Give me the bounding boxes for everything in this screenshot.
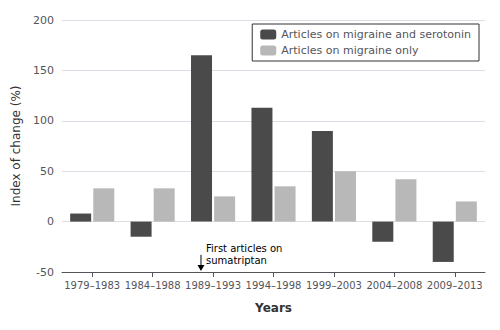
svg-text:1999–2003: 1999–2003 xyxy=(306,280,362,291)
svg-text:2009–2013: 2009–2013 xyxy=(427,280,483,291)
svg-text:-50: -50 xyxy=(36,266,54,279)
svg-text:sumatriptan: sumatriptan xyxy=(206,255,267,266)
svg-text:Articles on migraine and serot: Articles on migraine and serotonin xyxy=(281,28,471,41)
svg-text:1984–1988: 1984–1988 xyxy=(125,280,181,291)
svg-text:First articles on: First articles on xyxy=(206,243,282,254)
svg-text:150: 150 xyxy=(33,64,54,77)
svg-text:Years: Years xyxy=(254,301,292,315)
svg-text:0: 0 xyxy=(47,215,54,228)
svg-text:200: 200 xyxy=(33,14,54,27)
svg-text:Index of change (%): Index of change (%) xyxy=(9,86,23,207)
svg-text:50: 50 xyxy=(40,165,54,178)
svg-text:1979–1983: 1979–1983 xyxy=(64,280,120,291)
svg-text:1989–1993: 1989–1993 xyxy=(185,280,241,291)
svg-text:2004–2008: 2004–2008 xyxy=(366,280,422,291)
svg-text:100: 100 xyxy=(33,114,54,127)
svg-text:1994–1998: 1994–1998 xyxy=(246,280,302,291)
svg-text:Articles on migraine only: Articles on migraine only xyxy=(281,44,419,57)
